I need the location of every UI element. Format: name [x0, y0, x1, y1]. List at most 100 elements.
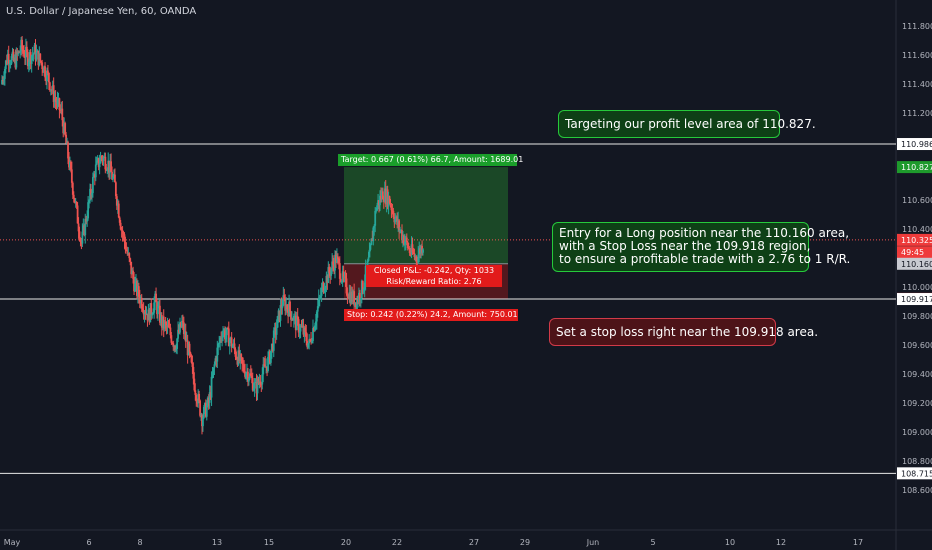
candle-body	[256, 378, 259, 394]
candle-body	[40, 60, 43, 63]
candle-body	[408, 248, 411, 253]
candle-body	[329, 272, 332, 276]
candle-body	[105, 169, 108, 171]
candle-body	[238, 350, 241, 361]
candle-body	[263, 364, 266, 366]
candle-body	[30, 55, 33, 64]
candle-body	[375, 210, 378, 212]
candle-body	[29, 52, 32, 64]
candle-body	[42, 69, 45, 73]
candle-body	[372, 227, 375, 242]
candle-body	[253, 382, 256, 389]
candle-body	[330, 268, 333, 276]
candle-body	[128, 253, 131, 259]
candle-body	[136, 286, 139, 296]
candle-body	[32, 53, 35, 55]
candle-body	[368, 249, 371, 258]
candle-body	[357, 299, 359, 302]
candle-body	[14, 57, 17, 68]
candle-body	[45, 77, 47, 82]
candle-body	[110, 161, 112, 172]
candle-body	[390, 205, 393, 211]
candle-body	[225, 328, 228, 336]
candle-body	[157, 306, 159, 315]
candle-body	[7, 53, 10, 64]
candle-body	[93, 174, 96, 178]
candle-body	[53, 98, 56, 103]
candle-body	[416, 261, 419, 263]
candle-body	[272, 330, 275, 351]
candle-body	[341, 271, 344, 282]
candle-body	[206, 397, 209, 406]
candle-body	[301, 325, 304, 327]
candle-body	[184, 331, 187, 342]
candle-body	[215, 358, 218, 362]
candle-body	[198, 393, 201, 401]
price-axis-tag	[897, 161, 932, 174]
candle-body	[391, 210, 394, 212]
risk-reward-text: Risk/Reward Ratio: 2.76	[386, 277, 482, 286]
candle-body	[359, 298, 362, 300]
candle-body	[218, 342, 221, 344]
candle-body	[201, 415, 203, 427]
closed-pnl-text: Closed P&L: -0.242, Qty: 1033	[373, 266, 495, 275]
candle-body	[125, 249, 128, 251]
entry-note[interactable]: Entry for a Long position near the 110.1…	[552, 222, 850, 272]
candle-body	[177, 329, 179, 339]
candle-body	[60, 108, 63, 110]
candle-body	[366, 260, 369, 268]
candle-body	[205, 405, 208, 417]
x-tick-label: 20	[341, 538, 351, 547]
candle-body	[92, 177, 94, 194]
candle-body	[355, 302, 357, 310]
candle-body	[323, 290, 326, 293]
candle-body	[261, 374, 264, 385]
candle-body	[159, 314, 162, 323]
candle-body	[376, 205, 379, 211]
profit-zone	[344, 167, 508, 264]
price-axis-tag-text: 108.715	[901, 469, 932, 478]
candle-body	[387, 196, 390, 207]
candle-body	[44, 66, 46, 78]
candle-body	[9, 63, 12, 65]
price-axis-tag	[897, 246, 932, 259]
candle-body	[99, 156, 102, 164]
x-tick-label: 12	[776, 538, 786, 547]
candle-body	[188, 343, 191, 353]
candle-body	[82, 225, 85, 232]
candle-body	[233, 343, 236, 350]
candle-body	[267, 356, 269, 372]
candle-body	[37, 50, 40, 66]
candle-body	[103, 156, 106, 158]
candle-body	[122, 233, 125, 235]
candle-body	[137, 286, 140, 297]
candle-body	[260, 384, 263, 386]
stop-label: Stop: 0.242 (0.22%) 24.2, Amount: 750.01	[344, 309, 518, 321]
stop-note[interactable]: Set a stop loss right near the 109.918 a…	[549, 318, 818, 346]
candle-body	[168, 327, 171, 329]
candle-body	[155, 293, 157, 302]
candle-body	[113, 174, 115, 178]
candle-body	[167, 325, 170, 328]
candle-body	[249, 373, 252, 376]
candle-body	[51, 85, 54, 91]
candle-body	[121, 230, 124, 234]
candle-body	[362, 288, 365, 293]
candle-body	[377, 200, 379, 206]
candle-body	[163, 321, 166, 329]
candle-body	[212, 367, 215, 376]
candle-body	[252, 388, 255, 391]
candle-body	[348, 292, 351, 299]
candle-body	[294, 315, 297, 331]
candle-body	[172, 343, 175, 347]
candle-body	[96, 158, 99, 161]
x-tick-label: 15	[264, 538, 274, 547]
x-tick-label: 22	[392, 538, 402, 547]
price-axis-tag	[897, 293, 932, 306]
candle-body	[314, 321, 317, 326]
candle-body	[285, 304, 288, 311]
target-note[interactable]: Targeting our profit level area of 110.8…	[558, 110, 816, 138]
candle-body	[71, 182, 74, 195]
candle-body	[102, 157, 105, 161]
